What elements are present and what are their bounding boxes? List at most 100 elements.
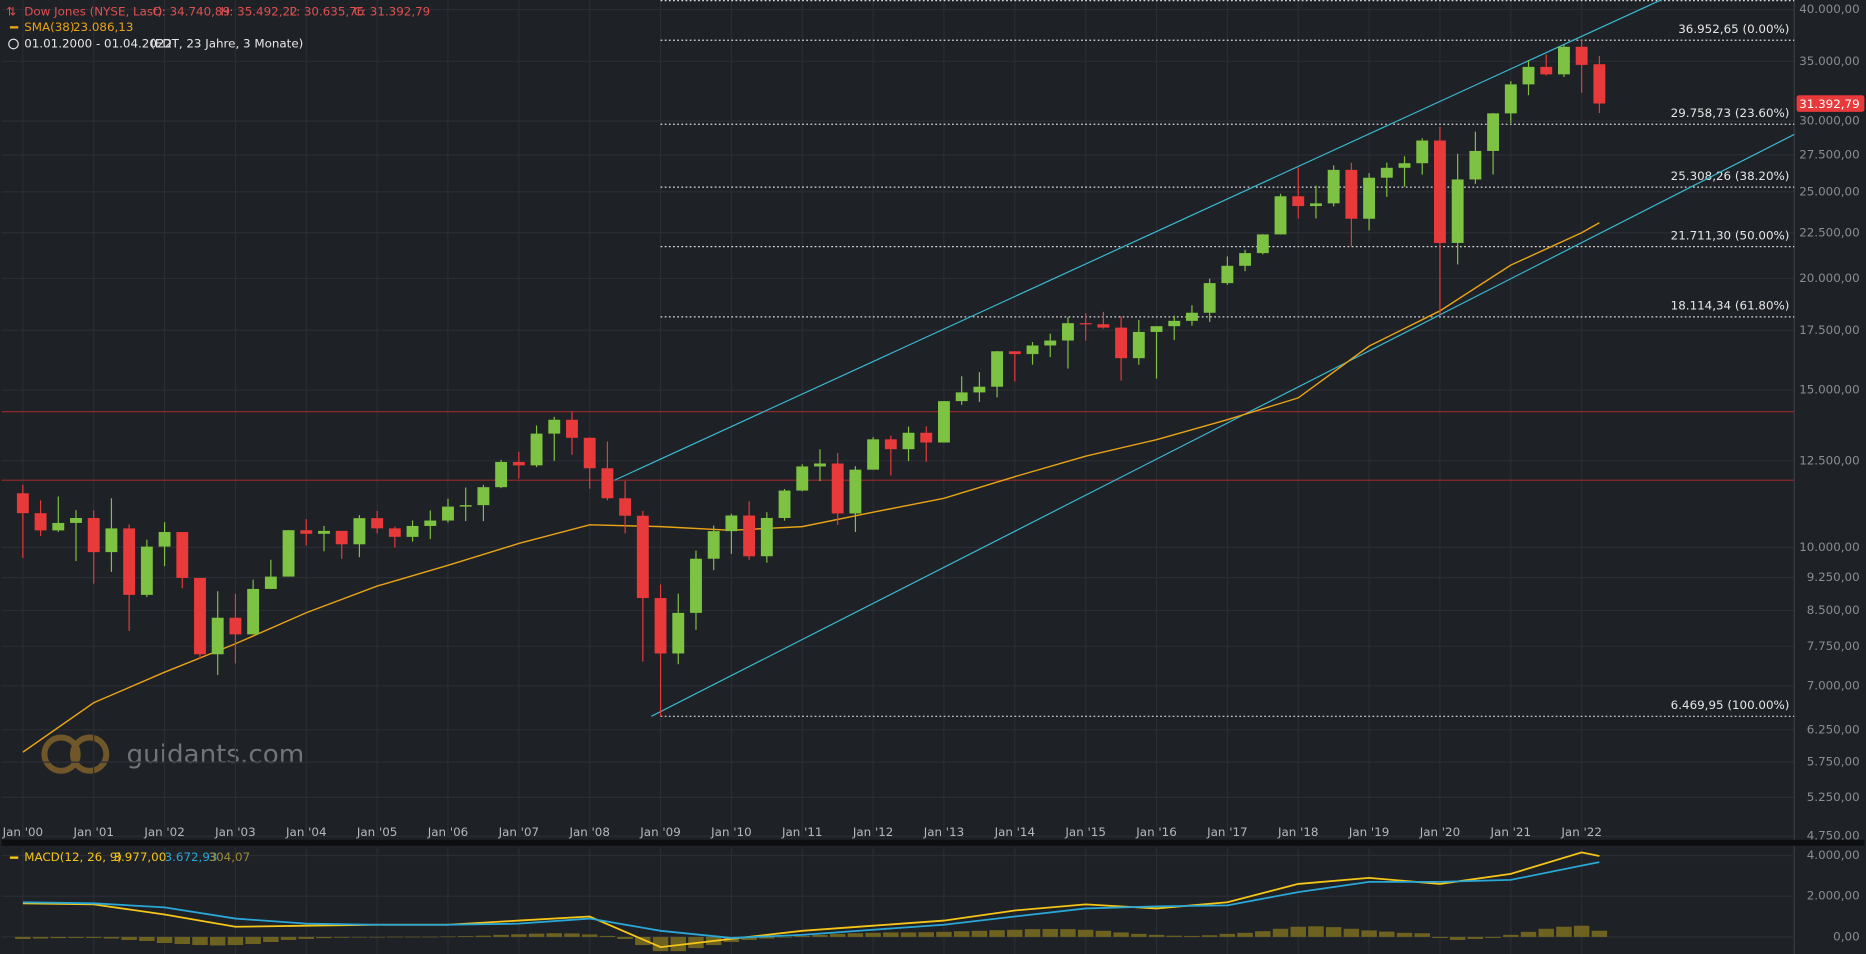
x-tick-label: Jan '01 xyxy=(72,825,113,839)
x-tick-label: Jan '04 xyxy=(285,825,326,839)
candle-body xyxy=(1256,234,1269,254)
histogram-bar xyxy=(1520,931,1537,937)
candle-body xyxy=(158,532,171,547)
histogram-bar xyxy=(1361,930,1377,937)
candle-body xyxy=(672,612,685,654)
histogram-bar xyxy=(1467,936,1484,939)
histogram-bar xyxy=(15,936,31,939)
y-tick-label: 12.500,00 xyxy=(1799,453,1859,467)
logo xyxy=(69,734,110,774)
candle-body xyxy=(1398,163,1411,168)
histogram-bar xyxy=(617,936,633,939)
histogram-bar xyxy=(121,936,137,940)
y-tick-label: 20.000,00 xyxy=(1799,271,1859,285)
candle-body xyxy=(424,520,437,526)
histogram-bar xyxy=(351,936,368,938)
candle-body xyxy=(1203,283,1216,313)
histogram-bar xyxy=(1432,936,1448,938)
x-tick-label: Jan '03 xyxy=(214,825,255,839)
histogram-bar xyxy=(387,936,403,938)
candle-body xyxy=(229,617,242,635)
histogram-bar xyxy=(1113,932,1129,937)
x-tick-label: Jan '00 xyxy=(2,825,43,839)
candle-body xyxy=(1451,179,1464,243)
candle-body xyxy=(955,392,968,402)
candle-body xyxy=(495,461,508,488)
indicator-line xyxy=(22,861,1600,939)
candle-body xyxy=(902,432,915,450)
fib-label: 21.711,30 (50.00%) xyxy=(1671,228,1790,242)
candle-body xyxy=(601,468,614,499)
candle-body xyxy=(105,528,118,553)
ohlc-close: C: 31.392,79 xyxy=(354,4,431,18)
y-tick-label: 0,00 xyxy=(1833,929,1859,943)
histogram-bar xyxy=(865,932,881,937)
candle-body xyxy=(442,506,454,521)
histogram-bar xyxy=(1556,926,1572,937)
x-tick-label: Jan '15 xyxy=(1064,825,1105,839)
candle-body xyxy=(884,439,897,450)
y-tick-label: 30.000,00 xyxy=(1799,114,1859,128)
histogram-bar xyxy=(1184,935,1200,937)
x-tick-label: Jan '09 xyxy=(639,825,680,839)
candle-body xyxy=(1044,340,1057,346)
x-tick-label: Jan '16 xyxy=(1135,825,1176,839)
candle-body xyxy=(1575,46,1588,65)
fib-label: 6.469,95 (100.00%) xyxy=(1671,698,1790,712)
candle-body xyxy=(938,401,950,443)
candle-body xyxy=(991,351,1004,387)
fib-label: 18.114,34 (61.80%) xyxy=(1671,299,1790,313)
x-tick-label: Jan '05 xyxy=(356,825,397,839)
histogram-bar xyxy=(85,936,102,938)
candle-body xyxy=(371,518,384,529)
histogram-bar xyxy=(1308,926,1324,937)
candle-body xyxy=(867,439,880,470)
candle-body xyxy=(1593,64,1606,104)
candle-body xyxy=(1557,46,1570,75)
histogram-bar xyxy=(847,933,864,937)
candle-body xyxy=(194,577,206,655)
histogram-bar xyxy=(989,930,1005,937)
candle-body xyxy=(1416,140,1429,164)
histogram-bar xyxy=(1077,929,1094,937)
macd-value: 3.977,00 xyxy=(113,850,166,864)
histogram-bar xyxy=(1449,936,1466,940)
candle-body xyxy=(335,530,348,545)
candle-body xyxy=(636,515,649,599)
candle-body xyxy=(70,518,82,523)
histogram-bar xyxy=(528,933,545,937)
x-tick-label: Jan '12 xyxy=(852,825,893,839)
candle-body xyxy=(176,532,189,578)
y-tick-label: 7.000,00 xyxy=(1807,678,1860,692)
candle-body xyxy=(707,531,720,559)
histogram-bar xyxy=(440,936,456,938)
y-tick-label: 4.000,00 xyxy=(1807,848,1860,862)
candle-body xyxy=(1079,323,1092,325)
histogram-bar xyxy=(883,932,899,937)
histogram-bar xyxy=(953,931,970,937)
histogram-bar xyxy=(776,936,793,938)
x-tick-label: Jan '06 xyxy=(427,825,468,839)
histogram-bar xyxy=(32,936,49,939)
last-price-box xyxy=(1796,95,1865,112)
candle-body xyxy=(1433,140,1446,243)
candle-body xyxy=(1310,203,1322,207)
candle-body xyxy=(140,546,153,595)
histogram-bar xyxy=(103,936,120,939)
signal-value: 3.672,93 xyxy=(165,850,218,864)
candle-body xyxy=(831,463,844,514)
x-tick-label: Jan '22 xyxy=(1560,825,1601,839)
candle-body xyxy=(796,466,809,491)
instrument: Dow Jones (NYSE, Last) xyxy=(24,4,162,18)
histogram-bar xyxy=(900,932,917,937)
histogram-bar xyxy=(263,936,279,942)
candle-body xyxy=(388,528,401,537)
candle-body xyxy=(1540,66,1553,75)
histogram-bar xyxy=(1503,934,1519,937)
candle-body xyxy=(318,530,330,534)
ohlc-low: L: 30.635,76 xyxy=(289,4,364,18)
candle-body xyxy=(123,528,136,595)
candle-body xyxy=(1487,113,1500,151)
candle-body xyxy=(1522,66,1535,85)
